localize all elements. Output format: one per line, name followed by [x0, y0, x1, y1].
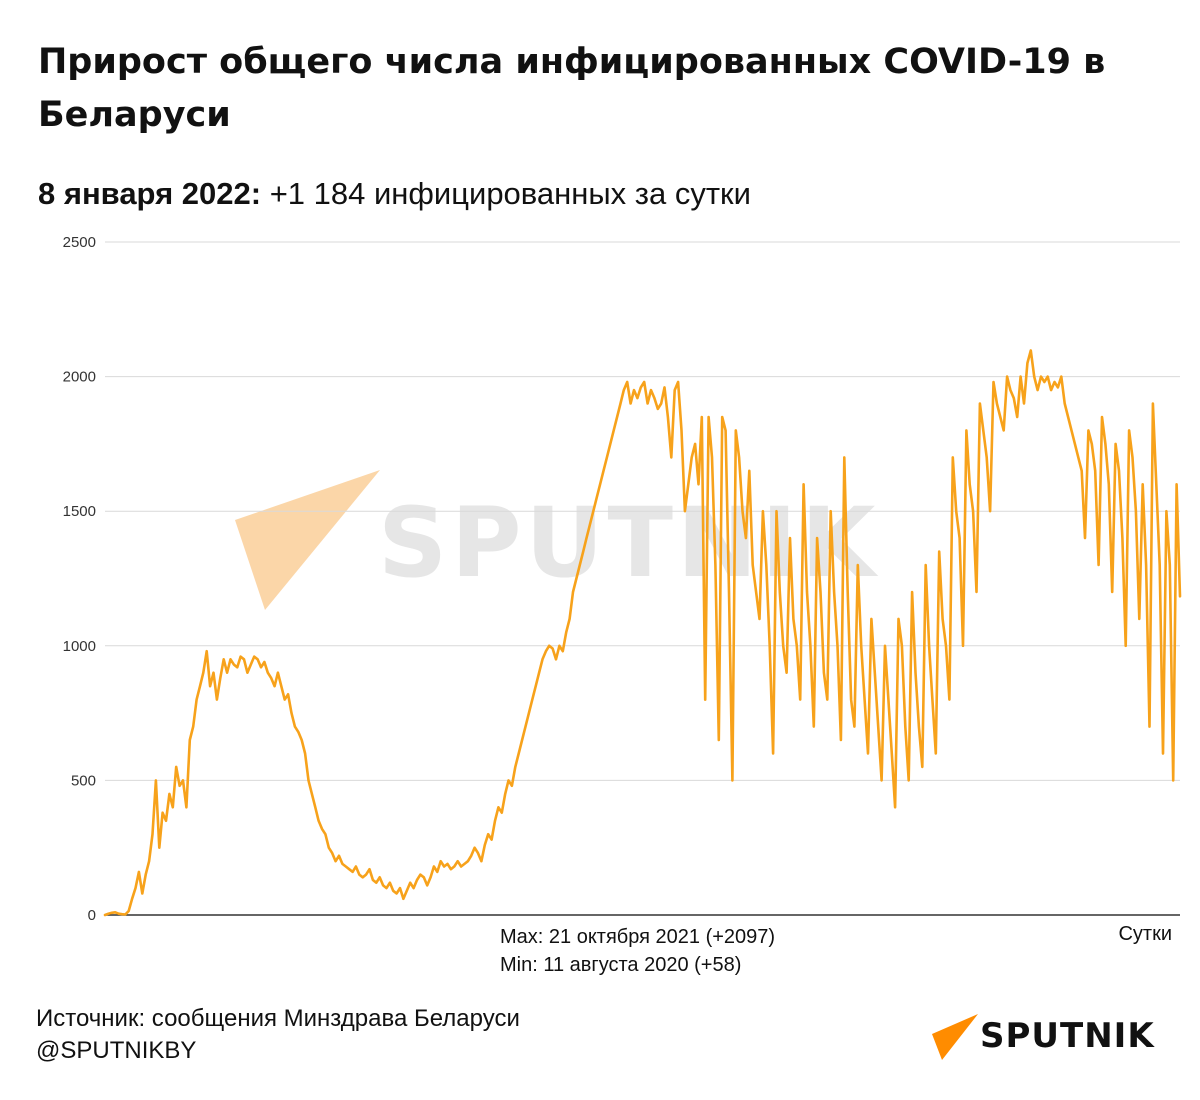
y-axis: 0 500 1000 1500 2000 2500 [63, 234, 96, 924]
x-axis-label: Сутки [1118, 923, 1172, 945]
source-text: Источник: сообщения Минздрава Беларуси [36, 1005, 520, 1032]
min-note: Min: 11 августа 2020 (+58) [500, 954, 742, 976]
logo-text: SPUTNIK [980, 1016, 1155, 1056]
line-chart: 0 500 1000 1500 2000 2500 [63, 234, 1182, 924]
max-note: Max: 21 октября 2021 (+2097) [500, 926, 776, 948]
sputnik-logo: SPUTNIK [930, 1010, 1170, 1066]
y-tick-label: 1000 [63, 638, 96, 655]
y-tick-label: 2000 [63, 369, 96, 386]
source-block: Источник: сообщения Минздрава Беларуси @… [36, 1003, 520, 1067]
grid-lines [105, 241, 1180, 916]
date-text: +1 184 инфицированных за сутки [261, 176, 751, 211]
y-tick-label: 0 [88, 907, 96, 924]
date-summary: 8 января 2022: +1 184 инфицированных за … [38, 176, 751, 212]
y-tick-label: 1500 [63, 503, 96, 520]
chart-title: Прирост общего числа инфицированных COVI… [38, 42, 1106, 135]
extremes-note: Max: 21 октября 2021 (+2097) Min: 11 авг… [500, 923, 775, 979]
social-handle: @SPUTNIKBY [36, 1037, 197, 1064]
sputnik-logo-icon [932, 1014, 978, 1060]
date-label: 8 января 2022: [38, 176, 262, 211]
series-layer [103, 349, 1182, 917]
y-tick-label: 2500 [63, 234, 96, 251]
y-tick-label: 500 [71, 772, 96, 789]
series-line-0 [103, 349, 1182, 917]
